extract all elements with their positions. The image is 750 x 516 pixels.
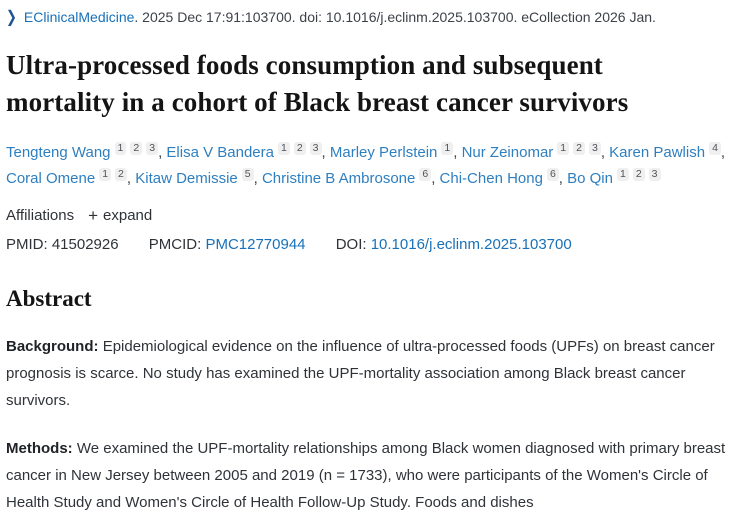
affiliation-number-badge[interactable]: 5 [241,168,254,181]
author-separator: , [321,144,330,161]
author-link[interactable]: Chi-Chen Hong [439,170,543,187]
doi-link[interactable]: 10.1016/j.eclinm.2025.103700 [370,236,572,253]
author-link[interactable]: Karen Pawlish [609,144,706,161]
affiliation-number-badge[interactable]: 2 [293,142,306,155]
author-link[interactable]: Elisa V Bandera [166,144,274,161]
author-link[interactable]: Marley Perlstein [329,144,438,161]
identifiers-row: PMID: 41502926 PMCID: PMC12770944 DOI: 1… [6,236,738,253]
affiliation-number-badge[interactable]: 1 [557,142,570,155]
author: Coral Omene 1 2, [6,168,136,187]
affiliation-number-badge[interactable]: 2 [115,168,127,181]
authors-list: Tengteng Wang 1 2 3, Elisa V Bandera 1 2 3, Ma… [6,140,726,192]
affiliation-number-badge[interactable]: 2 [130,142,143,155]
affiliations-label: Affiliations [6,207,75,224]
pmid-group: PMID: 41502926 [6,236,123,253]
author-separator: , [431,170,440,187]
author-separator: , [558,170,568,187]
author-separator: , [453,144,462,161]
abstract-background-paragraph: Background: Epidemiological evidence on … [6,333,738,414]
article-title: Ultra-processed foods consumption and su… [6,50,629,117]
affiliation-number-badge[interactable]: 1 [114,142,127,155]
affiliations-row: Affiliations + expand [6,207,738,224]
author: Marley Perlstein 1, [329,142,462,161]
pmcid-link[interactable]: PMC12770944 [205,236,306,253]
affiliation-number-badge[interactable]: 3 [146,142,159,155]
pmid-label: PMID: [6,236,48,253]
author-separator: , [126,170,136,187]
affiliation-number-badge[interactable]: 6 [419,168,432,181]
chevron-right-icon[interactable]: ❯ [6,7,17,26]
plus-icon: + [88,206,99,225]
affiliation-number-badge[interactable]: 1 [441,142,454,155]
author: Kitaw Demissie 5, [135,168,262,187]
author-separator: , [158,144,167,161]
doi-group: DOI: 10.1016/j.eclinm.2025.103700 [336,236,572,253]
author-link[interactable]: Nur Zeinomar [461,144,554,161]
journal-link[interactable]: EClinicalMedicine [23,9,135,25]
affiliation-number-badge[interactable]: 2 [632,168,645,181]
author-separator: , [600,144,610,161]
author: Bo Qin 1 2 3 [567,168,661,187]
affiliation-number-badge[interactable]: 1 [277,142,290,155]
pmid-value: 41502926 [51,236,119,253]
background-label: Background: [6,338,99,355]
citation-details: . 2025 Dec 17:91:103700. doi: 10.1016/j.… [134,9,656,25]
author-link[interactable]: Coral Omene [6,170,96,187]
author-link[interactable]: Christine B Ambrosone [261,170,416,187]
affiliation-number-badge[interactable]: 1 [616,168,629,181]
author-separator: , [253,170,262,187]
author: Chi-Chen Hong 6, [439,168,568,187]
doi-label: DOI: [335,236,367,253]
journal-citation-text: EClinicalMedicine. 2025 Dec 17:91:103700… [24,8,656,26]
abstract-methods-paragraph: Methods: We examined the UPF-mortality r… [6,435,738,516]
affiliation-number-badge[interactable]: 1 [99,168,112,181]
pmcid-group: PMCID: PMC12770944 [149,236,310,253]
author: Tengteng Wang 1 2 3, [6,142,167,161]
abstract-heading: Abstract [6,286,92,311]
affiliation-number-badge[interactable]: 4 [709,142,721,155]
methods-text: We examined the UPF-mortality relationsh… [6,440,726,511]
methods-label: Methods: [6,440,73,457]
author-link[interactable]: Tengteng Wang [6,144,111,161]
expand-label: expand [103,207,153,224]
author-separator: , [720,144,726,161]
affiliation-number-badge[interactable]: 6 [546,168,559,181]
author-link[interactable]: Kitaw Demissie [135,170,238,187]
affiliation-number-badge[interactable]: 2 [573,142,585,155]
background-text: Epidemiological evidence on the influenc… [6,338,715,409]
affiliation-number-badge[interactable]: 3 [588,142,601,155]
affiliation-number-badge[interactable]: 3 [648,168,661,181]
author: Christine B Ambrosone 6, [261,168,440,187]
author: Karen Pawlish 4, [609,142,726,161]
journal-citation-row: ❯ EClinicalMedicine. 2025 Dec 17:91:1037… [6,7,738,26]
affiliation-number-badge[interactable]: 3 [309,142,322,155]
pmcid-label: PMCID: [148,236,202,253]
author-link[interactable]: Bo Qin [567,170,613,187]
author: Elisa V Bandera 1 2 3, [166,142,330,161]
author: Nur Zeinomar 1 2 3, [461,142,610,161]
expand-affiliations-button[interactable]: + expand [88,207,152,224]
